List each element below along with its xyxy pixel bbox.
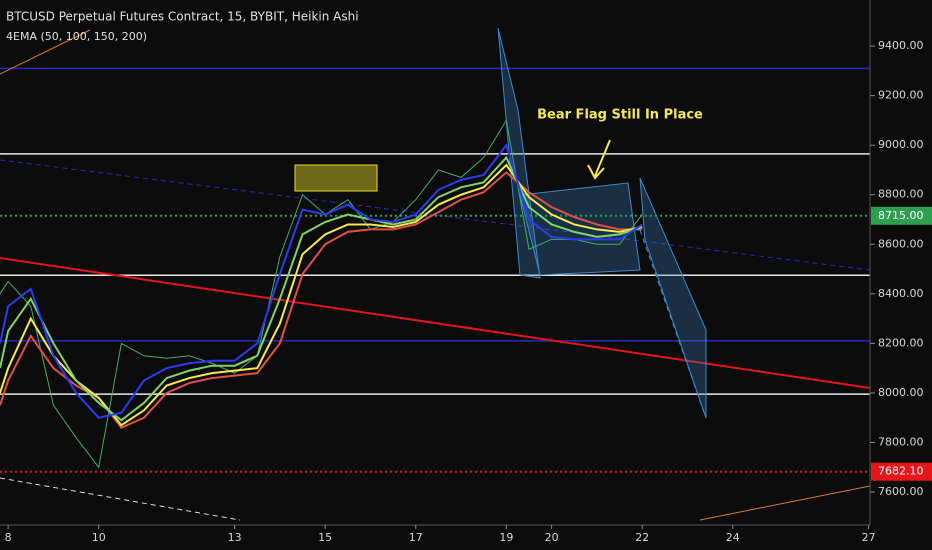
trend-line [0, 159, 871, 271]
x-tick-label: 13 [228, 531, 242, 544]
chart-title: BTCUSD Perpetual Futures Contract, 15, B… [6, 10, 359, 24]
y-tick-label: 8800.00 [878, 188, 924, 201]
series-line [0, 163, 643, 427]
price-label-box [871, 206, 932, 225]
arrow-head [587, 164, 605, 180]
y-tick-label: 8000.00 [878, 386, 924, 399]
y-tick-label: 8400.00 [878, 287, 924, 300]
x-tick-label: 19 [499, 531, 513, 544]
x-tick-label: 22 [635, 531, 649, 544]
y-tick-label: 9400.00 [878, 39, 924, 52]
y-tick-label: 7600.00 [878, 485, 924, 498]
y-tick-label: 7800.00 [878, 435, 924, 448]
y-tick-label: 9000.00 [878, 138, 924, 151]
x-tick-label: 24 [726, 531, 740, 544]
x-tick-label: 17 [409, 531, 423, 544]
arrow [594, 139, 611, 177]
x-tick-label: 8 [5, 531, 12, 544]
series-line [0, 155, 643, 422]
x-tick-label: 20 [545, 531, 559, 544]
x-tick-label: 15 [318, 531, 332, 544]
price-label-box [871, 462, 932, 481]
indicator-label: 4EMA (50, 100, 150, 200) [6, 30, 147, 43]
x-tick-label: 10 [92, 531, 106, 544]
trend-line [0, 29, 91, 75]
flag-pole [497, 27, 541, 279]
price-label: 7682.10 [878, 465, 924, 478]
y-tick-label: 8600.00 [878, 237, 924, 250]
trend-line [0, 257, 871, 389]
y-tick-label: 8200.00 [878, 336, 924, 349]
series-line [0, 143, 643, 419]
annotation: Bear Flag Still In Place [537, 108, 703, 123]
projection-line [639, 229, 707, 419]
highlight-box [294, 164, 378, 192]
trend-line [699, 485, 871, 521]
trend-line [0, 477, 241, 521]
x-tick-label: 27 [862, 531, 876, 544]
series-line [0, 119, 643, 469]
y-tick-label: 9200.00 [878, 89, 924, 102]
price-label: 8715.00 [878, 209, 924, 222]
